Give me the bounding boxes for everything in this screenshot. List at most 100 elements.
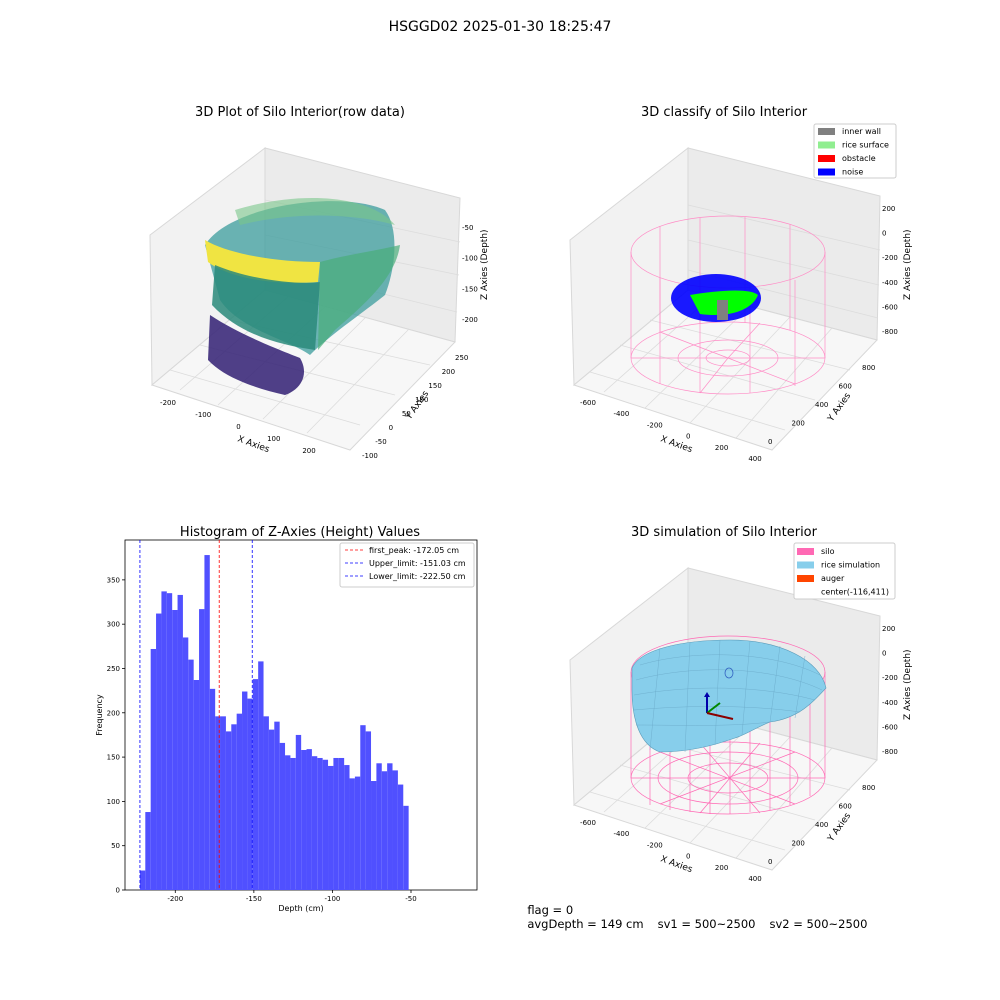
histogram-bar — [156, 613, 162, 890]
raw-z-tick-label: -50 — [462, 224, 473, 232]
histogram-bar — [354, 776, 361, 890]
histogram-ylabel: Frequency — [95, 694, 104, 736]
histogram-y-ticks: 0 50 100 150 200 250 300 350 — [107, 576, 125, 895]
histogram-bars — [139, 555, 409, 890]
histogram-bar — [172, 610, 178, 890]
histogram-bar — [145, 812, 151, 890]
classify-y-ticks: 0 200 400 600 800 — [768, 364, 875, 446]
histogram-bar — [295, 734, 302, 890]
histogram-bar — [182, 637, 189, 890]
classify-x-tick-label: -200 — [647, 421, 663, 429]
simulation-x-tick-label: 200 — [715, 864, 728, 872]
classify-x-tick-label: -600 — [580, 399, 596, 407]
histogram-bar — [392, 770, 398, 890]
histogram-bar — [311, 756, 318, 890]
histogram-bar — [268, 729, 275, 890]
raw-x-tick-label: -100 — [195, 411, 211, 419]
simulation-ylabel: Y Axies — [826, 811, 854, 844]
raw-y-tick-label: 0 — [389, 424, 393, 432]
classify-ylabel: Y Axies — [826, 391, 854, 424]
classify-z-tick-label: 0 — [882, 230, 886, 238]
histogram-bar — [150, 648, 157, 890]
histogram-y-tick-label: 250 — [107, 665, 120, 673]
panel-simulation-3d: 3D simulation of Silo Interior — [569, 525, 913, 883]
histogram-bar — [279, 742, 286, 890]
raw-title: 3D Plot of Silo Interior(row data) — [195, 105, 405, 120]
avg-depth-value: avgDepth = 149 cm — [527, 917, 644, 931]
classify-y-tick-label: 600 — [839, 383, 852, 391]
simulation-z-tick-label: -800 — [882, 748, 898, 756]
histogram-y-tick-label: 150 — [107, 754, 120, 762]
classify-z-tick-label: -800 — [882, 328, 898, 336]
histogram-x-ticks: -200 -150 -100 -50 — [167, 890, 417, 903]
histogram-y-tick-label: 350 — [107, 576, 120, 584]
simulation-z-tick-label: -400 — [882, 699, 898, 707]
raw-y-tick-label: -50 — [375, 438, 386, 446]
histogram-bar — [199, 609, 205, 890]
classify-legend-swatch — [818, 128, 835, 135]
simulation-x-tick-label: 0 — [686, 853, 690, 861]
histogram-bar — [274, 721, 280, 890]
histogram-legend-label: Upper_limit: -151.03 cm — [369, 559, 466, 568]
classify-legend-label: noise — [842, 168, 863, 177]
histogram-y-tick-label: 0 — [116, 887, 120, 895]
raw-y-tick-label: 200 — [442, 368, 455, 376]
histogram-bar — [290, 757, 296, 890]
classify-legend-swatch — [818, 155, 835, 162]
panel-classify-3d: 3D classify of Silo Interior — [569, 105, 913, 463]
histogram-bar — [376, 763, 382, 890]
histogram-bar — [301, 750, 307, 890]
simulation-auger-axes — [704, 667, 734, 720]
histogram-bar — [231, 724, 237, 890]
sv2-value: sv2 = 500~2500 — [769, 917, 868, 931]
raw-y-tick-label: 100 — [415, 396, 428, 404]
raw-x-ticks: -200 -100 0 100 200 — [160, 399, 316, 455]
simulation-y-tick-label: 0 — [768, 858, 772, 866]
histogram-bar — [177, 594, 183, 890]
simulation-legend-swatch — [797, 575, 814, 582]
simulation-rice-surface — [631, 639, 827, 753]
classify-inner-wall — [717, 300, 728, 320]
simulation-x-tick-label: -200 — [647, 841, 663, 849]
panel-raw-3d: 3D Plot of Silo Interior(row data) X Axi… — [149, 105, 490, 460]
histogram-bar — [139, 870, 146, 890]
simulation-legend: silo rice simulation auger center(-116,411) — [793, 542, 896, 600]
classify-pane-floor — [572, 289, 878, 451]
raw-y-tick-label: -100 — [362, 452, 378, 460]
simulation-legend-label: rice simulation — [821, 561, 880, 570]
histogram-bar — [397, 784, 404, 890]
simulation-y-tick-label: 400 — [815, 821, 828, 829]
raw-x-tick-label: 200 — [302, 447, 315, 455]
status-footer: flag = 0 avgDepth = 149 cm sv1 = 500~2500… — [520, 889, 881, 931]
histogram-bar — [322, 759, 329, 890]
classify-z-tick-label: -400 — [882, 279, 898, 287]
raw-x-tick-label: 100 — [267, 435, 280, 443]
histogram-bar — [381, 771, 388, 890]
panel-histogram: Histogram of Z-Axies (Height) Values -20… — [95, 525, 478, 913]
classify-z-tick-label: 200 — [882, 205, 895, 213]
histogram-bar — [166, 593, 173, 890]
classify-z-tick-label: -600 — [882, 303, 898, 311]
classify-x-ticks: -600 -400 -200 0 200 400 — [580, 399, 762, 463]
raw-cloud-side — [318, 245, 400, 350]
raw-z-ticks: -50 -100 -150 -200 — [462, 224, 478, 324]
simulation-legend-swatch — [797, 561, 814, 569]
classify-legend: inner wall rice surface obstacle noise — [813, 123, 897, 179]
classify-y-tick-label: 0 — [768, 438, 772, 446]
histogram-y-tick-label: 100 — [107, 798, 120, 806]
histogram-xlabel: Depth (cm) — [278, 904, 323, 913]
simulation-y-ticks: 0 200 400 600 800 — [768, 784, 875, 866]
histogram-bar — [204, 555, 210, 890]
classify-x-tick-label: -400 — [613, 410, 629, 418]
histogram-x-tick-label: -50 — [405, 895, 416, 903]
classify-x-tick-label: 400 — [748, 455, 761, 463]
histogram-bar — [306, 749, 312, 890]
histogram-bar — [371, 781, 377, 890]
raw-y-tick-label: 150 — [428, 382, 441, 390]
raw-x-tick-label: -200 — [160, 399, 176, 407]
raw-cloud-rim — [235, 198, 395, 225]
simulation-y-tick-label: 600 — [839, 803, 852, 811]
histogram-y-tick-label: 200 — [107, 709, 120, 717]
classify-zlabel: Z Axies (Depth) — [903, 229, 913, 300]
